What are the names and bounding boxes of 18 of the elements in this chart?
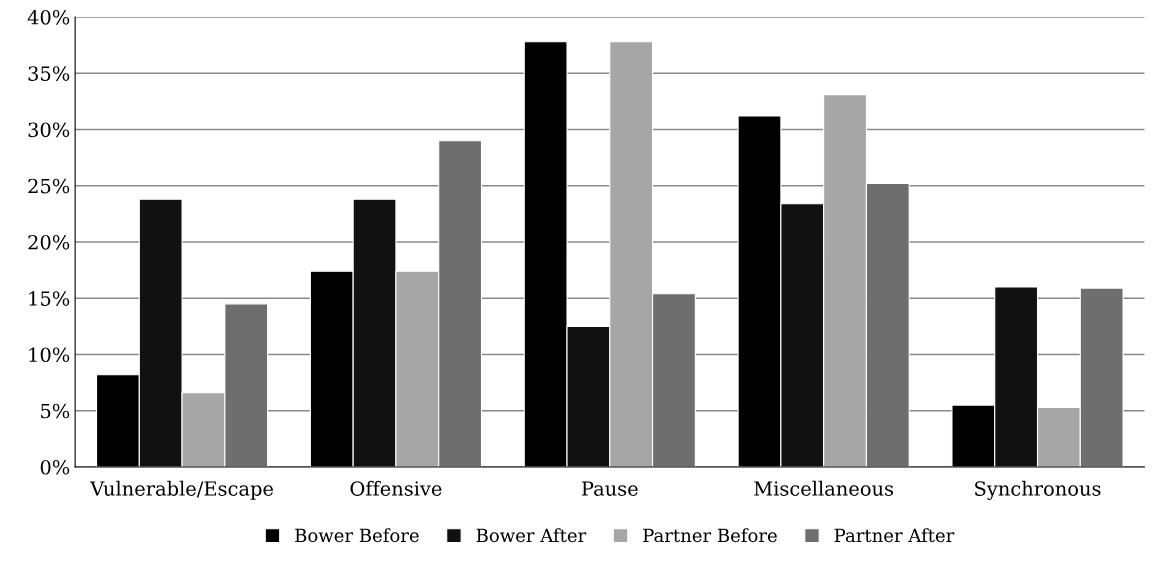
legend-label: Bower After xyxy=(476,528,587,543)
y-tick-label: 35% xyxy=(28,66,70,81)
x-tick-label: Vulnerable/Escape xyxy=(89,480,273,500)
legend-label: Partner Before xyxy=(643,528,777,543)
x-tick-label: Miscellaneous xyxy=(754,480,894,496)
y-tick-label: 0% xyxy=(40,459,70,475)
y-tick-label: 25% xyxy=(28,178,70,194)
x-tick-label: Offensive xyxy=(350,480,442,496)
y-tick-label: 20% xyxy=(28,234,70,250)
x-tick-label: Synchronous xyxy=(975,480,1101,500)
legend-label: Bower Before xyxy=(295,528,419,543)
y-tick-label: 30% xyxy=(28,122,70,138)
y-tick-label: 15% xyxy=(29,291,70,306)
y-tick-label: 5% xyxy=(41,403,70,419)
y-tick-label: 40% xyxy=(27,9,70,25)
legend-label: Partner After xyxy=(834,528,955,543)
x-tick-label: Pause xyxy=(581,481,638,496)
y-tick-label: 10% xyxy=(29,347,70,363)
